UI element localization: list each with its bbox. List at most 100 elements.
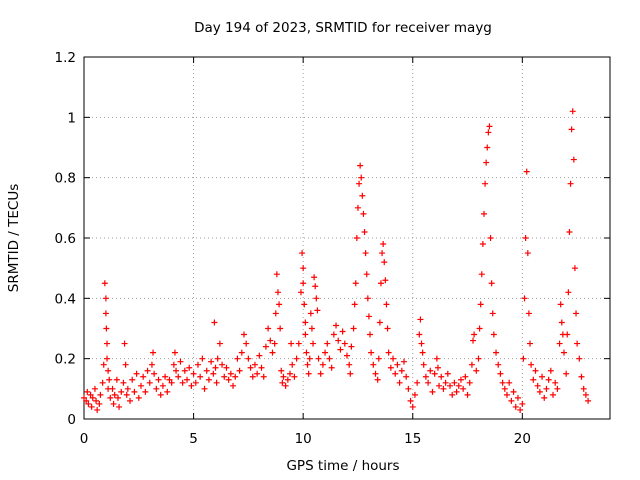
data-point [376, 319, 383, 326]
data-point [557, 301, 564, 308]
data-point [455, 382, 462, 389]
data-point [104, 355, 111, 362]
data-point [304, 361, 311, 368]
data-point [312, 283, 319, 290]
data-point [409, 403, 416, 410]
data-point [234, 355, 241, 362]
data-point [574, 340, 581, 347]
data-point [560, 349, 567, 356]
y-tick-label: 1.2 [55, 50, 76, 66]
data-point [89, 394, 96, 401]
data-point [302, 331, 309, 338]
data-point [359, 192, 366, 199]
data-point [433, 355, 440, 362]
data-point [370, 361, 377, 368]
data-point [374, 376, 381, 383]
data-point [385, 349, 392, 356]
data-point [473, 367, 480, 374]
data-point [422, 373, 429, 380]
data-point [483, 159, 490, 166]
data-point [101, 280, 108, 287]
data-point [83, 397, 90, 404]
data-point [356, 180, 363, 187]
data-point [105, 367, 112, 374]
data-point [230, 382, 237, 389]
data-point [276, 301, 283, 308]
y-tick-label: 0.8 [55, 171, 76, 187]
data-point [352, 280, 359, 287]
data-point [103, 325, 110, 332]
data-point [247, 364, 254, 371]
data-point [333, 322, 340, 329]
data-point [347, 370, 354, 377]
data-point [186, 364, 193, 371]
data-point [362, 250, 369, 257]
data-point [578, 373, 585, 380]
data-point [118, 388, 125, 395]
data-point [364, 295, 371, 302]
data-point [539, 373, 546, 380]
data-point [274, 289, 281, 296]
data-point [532, 367, 539, 374]
data-point [93, 397, 100, 404]
data-point [524, 250, 531, 257]
data-point [179, 379, 186, 386]
data-point [133, 370, 140, 377]
data-point [269, 349, 276, 356]
data-point [382, 277, 389, 284]
data-point [157, 391, 164, 398]
data-point [305, 370, 312, 377]
x-tick-label: 0 [80, 431, 89, 447]
data-point [188, 382, 195, 389]
y-tick-label: 0 [67, 412, 76, 428]
data-point [576, 355, 583, 362]
data-point [148, 361, 155, 368]
data-point [478, 271, 485, 278]
data-point [81, 394, 87, 401]
data-point [434, 364, 441, 371]
data-point [280, 373, 287, 380]
data-point [567, 180, 574, 187]
data-point [155, 376, 162, 383]
data-point [407, 397, 414, 404]
data-point [192, 379, 199, 386]
data-point [277, 325, 284, 332]
chart-title: Day 194 of 2023, SRMTID for receiver may… [194, 20, 492, 36]
data-point [96, 400, 103, 407]
data-point [121, 340, 128, 347]
data-point [431, 370, 438, 377]
data-point [256, 352, 263, 359]
data-point [197, 373, 204, 380]
data-point [282, 382, 289, 389]
data-point [405, 385, 412, 392]
data-point [271, 340, 278, 347]
data-point [299, 250, 306, 257]
data-point [173, 367, 180, 374]
data-point [451, 379, 458, 386]
data-point [199, 355, 206, 362]
data-point [414, 379, 421, 386]
data-point [554, 385, 561, 392]
data-point [223, 364, 230, 371]
data-point [497, 370, 504, 377]
data-point [84, 388, 91, 395]
data-point [484, 144, 491, 151]
y-tick-label: 1 [67, 110, 76, 126]
data-point [328, 364, 335, 371]
data-point [416, 331, 423, 338]
data-point [91, 385, 98, 392]
data-point [181, 367, 188, 374]
data-point [470, 337, 477, 344]
data-point [512, 403, 519, 410]
data-point [123, 391, 130, 398]
data-point [212, 364, 219, 371]
data-point [351, 301, 358, 308]
data-point [571, 265, 578, 272]
data-point [102, 295, 109, 302]
data-point [394, 361, 401, 368]
data-point [227, 370, 234, 377]
data-point [211, 319, 218, 326]
y-tick-label: 0.2 [55, 352, 76, 368]
data-point [122, 361, 129, 368]
data-point [99, 379, 106, 386]
